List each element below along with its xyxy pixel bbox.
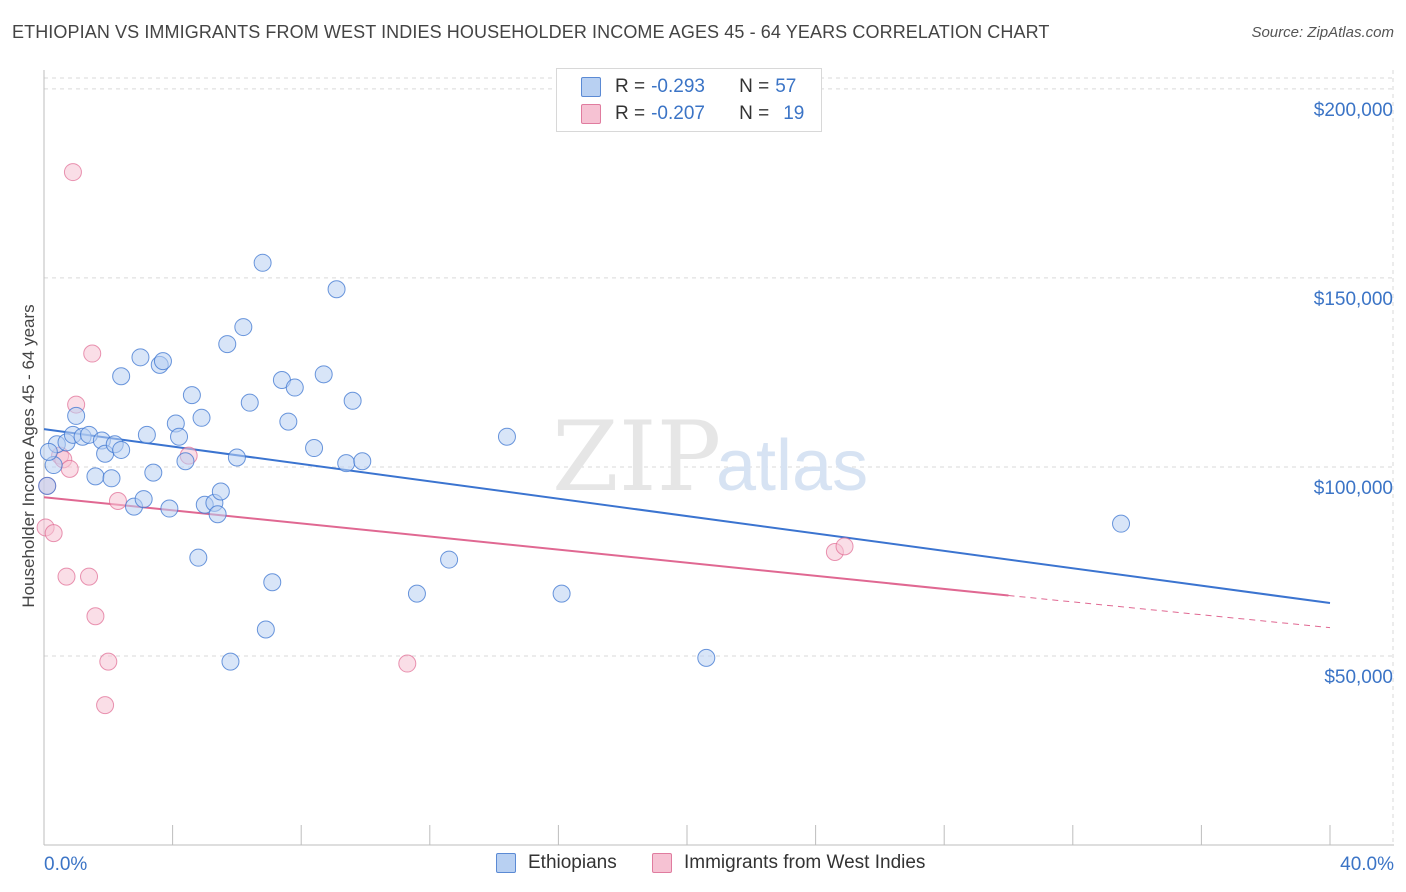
ethiopians-point	[160, 499, 179, 518]
ethiopians-point	[253, 253, 272, 272]
ethiopians-trend-line	[43, 428, 1331, 605]
pink-swatch	[581, 104, 601, 124]
y-axis-label: Householder Income Ages 45 - 64 years	[19, 304, 38, 607]
legend-r-value: -0.207	[651, 103, 705, 124]
west-indies-point	[398, 654, 417, 673]
west-indies-point	[63, 163, 82, 182]
legend-row-ethiopians: R = -0.293 N = 57	[581, 74, 796, 100]
legend-r-label: R =	[615, 76, 646, 97]
west-indies-point	[60, 459, 79, 478]
ethiopians-point	[112, 440, 131, 459]
ethiopians-point	[1112, 514, 1131, 533]
ethiopians-point	[86, 467, 105, 486]
series-legend-west-indies: Immigrants from West Indies	[652, 852, 925, 874]
ethiopians-point	[240, 393, 259, 412]
legend-n-value: 57	[775, 76, 797, 97]
legend-n-label: N =	[739, 103, 770, 124]
west-indies-point	[57, 567, 76, 586]
ethiopians-point	[134, 490, 153, 509]
west-indies-point	[80, 567, 99, 586]
west-indies-point	[108, 491, 127, 510]
series-legend-label: Ethiopians	[528, 852, 617, 873]
legend-row-west-indies: R = -0.207 N = 19	[581, 101, 804, 127]
ethiopians-point	[343, 391, 362, 410]
ethiopians-point	[144, 463, 163, 482]
west-indies-point	[86, 607, 105, 626]
watermark-atlas: atlas	[716, 426, 868, 506]
ethiopians-point	[440, 550, 459, 569]
ethiopians-point	[218, 335, 237, 354]
y-tick-label: $200,000	[1314, 100, 1393, 121]
ethiopians-point	[285, 378, 304, 397]
ethiopians-point	[227, 448, 246, 467]
ethiopians-swatch	[496, 853, 516, 873]
ethiopians-point	[353, 452, 372, 471]
x-tick-label-0: 0.0%	[44, 854, 87, 875]
legend-n-value: 19	[783, 103, 805, 124]
chart-title: ETHIOPIAN VS IMMIGRANTS FROM WEST INDIES…	[12, 22, 1050, 42]
ethiopians-point	[170, 427, 189, 446]
y-tick-labels: $50,000 $100,000 $150,000 $200,000	[1314, 100, 1393, 688]
ethiopians-point	[131, 348, 150, 367]
west-indies-point	[44, 524, 63, 543]
ethiopians-point	[697, 648, 716, 667]
ethiopians-point	[221, 652, 240, 671]
source-label: Source: ZipAtlas.com	[1251, 24, 1394, 41]
y-tick-label: $100,000	[1314, 478, 1393, 499]
ethiopians-point	[234, 318, 253, 337]
ethiopians-point	[208, 505, 227, 524]
ethiopians-point	[305, 439, 324, 458]
ethiopians-point	[102, 469, 121, 488]
west-indies-point	[99, 652, 118, 671]
west-indies-point	[835, 537, 854, 556]
legend-r-value: -0.293	[651, 76, 705, 97]
series-legend: Ethiopians Immigrants from West Indies	[0, 852, 1406, 878]
ethiopians-point	[256, 620, 275, 639]
ethiopians-point	[189, 548, 208, 567]
y-tick-label: $150,000	[1314, 289, 1393, 310]
ethiopians-point	[407, 584, 426, 603]
ethiopians-point	[497, 427, 516, 446]
ethiopians-point	[137, 425, 156, 444]
data-points	[36, 163, 1131, 715]
legend-n-label: N =	[739, 76, 770, 97]
west-indies-point	[96, 696, 115, 715]
ethiopians-point	[112, 367, 131, 386]
ethiopians-point	[263, 573, 282, 592]
west-indies-trend-extension	[1008, 594, 1331, 629]
y-tick-label: $50,000	[1324, 667, 1393, 688]
ethiopians-point	[211, 482, 230, 501]
west-indies-swatch	[652, 853, 672, 873]
ethiopians-point	[39, 442, 58, 461]
ethiopians-point	[153, 352, 172, 371]
series-legend-label: Immigrants from West Indies	[684, 852, 926, 873]
x-tick-label-1: 40.0%	[1340, 854, 1394, 875]
series-legend-ethiopians: Ethiopians	[496, 852, 617, 874]
ethiopians-point	[327, 280, 346, 299]
correlation-legend: R = -0.293 N = 57 R = -0.207 N = 19	[556, 68, 822, 132]
legend-r-label: R =	[615, 103, 646, 124]
ethiopians-point	[182, 386, 201, 405]
west-indies-point	[83, 344, 102, 363]
ethiopians-point	[38, 476, 57, 495]
ethiopians-point	[552, 584, 571, 603]
ethiopians-point	[314, 365, 333, 384]
watermark-zip: ZIP	[552, 401, 721, 513]
ethiopians-point	[176, 452, 195, 471]
watermark: ZIP atlas	[552, 401, 868, 513]
x-tick-labels: 0.0% 40.0%	[44, 854, 1394, 875]
blue-swatch	[581, 77, 601, 97]
west-indies-trend-line	[43, 496, 1009, 597]
ethiopians-point	[337, 454, 356, 473]
ethiopians-point	[67, 406, 86, 425]
ethiopians-point	[279, 412, 298, 431]
ethiopians-point	[192, 408, 211, 427]
